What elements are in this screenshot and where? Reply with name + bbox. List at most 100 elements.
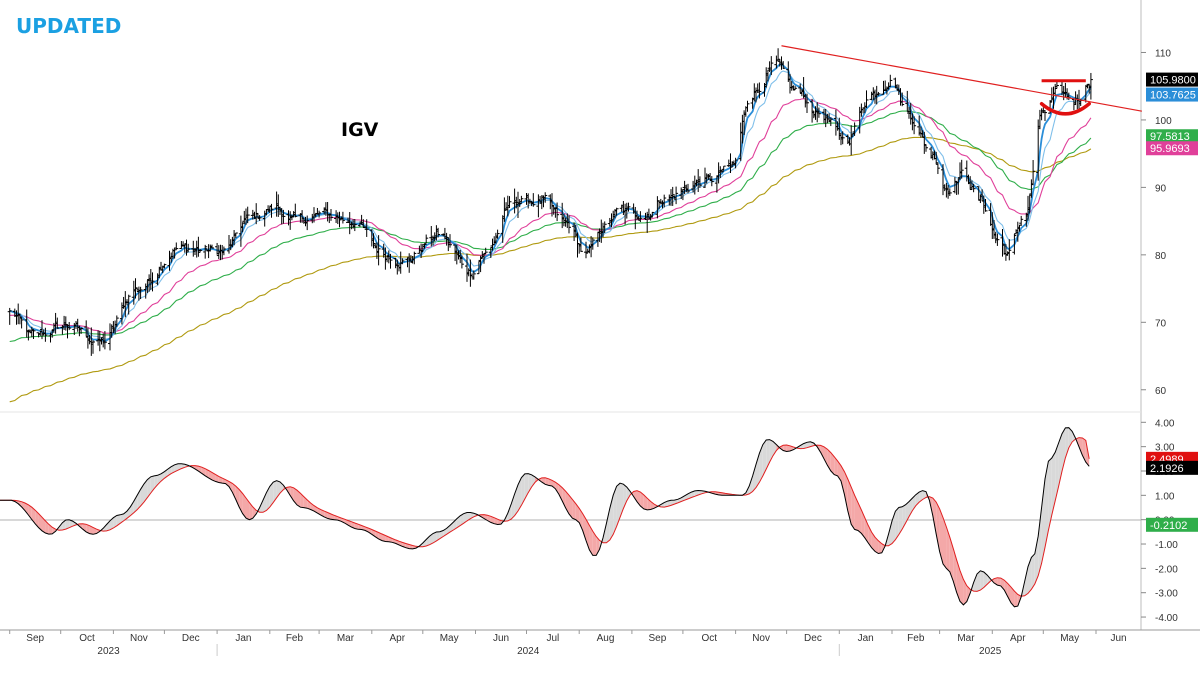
osc-tick-label: -1.00: [1155, 540, 1178, 551]
price-value-badge-bg: [1146, 72, 1198, 87]
oscillator-fill: [269, 482, 274, 508]
price-value-badge: 105.9800: [1146, 72, 1198, 87]
price-bar: [352, 218, 357, 232]
oscillator-fill: [827, 449, 831, 471]
oscillator-fill: [983, 571, 988, 588]
oscillator-fill: [844, 471, 848, 511]
oscillator-fill: [633, 490, 637, 502]
oscillator-fill: [235, 486, 240, 508]
price-bar: [126, 294, 131, 315]
month-label: Nov: [752, 633, 770, 644]
price-bar: [519, 195, 524, 203]
ma-line-4: [9, 136, 1092, 403]
oscillator-fill: [460, 513, 464, 526]
oscillator-fill: [354, 522, 359, 530]
price-bar: [769, 56, 774, 76]
oscillator-fill: [946, 527, 950, 572]
month-label: May: [1060, 633, 1079, 644]
price-bar: [436, 227, 441, 238]
price-bar: [840, 131, 845, 145]
oscillator-fill: [290, 486, 294, 501]
price-bar: [745, 100, 750, 112]
oscillator-fill: [548, 478, 552, 486]
oscillator-fill: [963, 579, 967, 605]
month-label: May: [440, 633, 459, 644]
price-bar: [531, 193, 536, 207]
oscillator-fill: [555, 482, 559, 495]
oscillator-fill: [1034, 536, 1039, 585]
price-bar: [210, 244, 214, 249]
price-bar: [293, 203, 298, 218]
month-label: Dec: [182, 633, 200, 644]
oscillator-fill: [749, 475, 753, 494]
oscillator-fill: [800, 443, 804, 449]
oscillator-fill: [643, 494, 648, 510]
year-label: 2023: [97, 646, 120, 657]
price-bar: [638, 211, 643, 223]
oscillator-fill: [266, 486, 270, 511]
osc-value-badge-bg: [1146, 460, 1198, 475]
price-bar: [1053, 83, 1058, 97]
price-bar: [198, 249, 203, 253]
oscillator-fill: [834, 456, 838, 476]
price-bar: [17, 313, 22, 325]
oscillator-fill: [592, 531, 597, 556]
price-value-badge-text: 105.9800: [1150, 75, 1196, 87]
price-value-badge-text: 95.9693: [1150, 143, 1190, 155]
oscillator-fill: [463, 512, 467, 524]
oscillator-fill: [127, 506, 131, 519]
oscillator-fill: [494, 517, 498, 525]
price-bar: [305, 215, 310, 231]
price-bar: [138, 286, 143, 300]
oscillator-fill: [854, 495, 858, 531]
oscillator-fill: [89, 525, 93, 535]
price-bar: [983, 198, 988, 212]
oscillator-fill: [195, 465, 199, 472]
price-bar: [912, 116, 917, 135]
month-label: Aug: [597, 633, 615, 644]
oscillator-fill: [572, 499, 576, 520]
oscillator-fill: [144, 479, 148, 503]
month-label: Feb: [907, 633, 925, 644]
osc-tick-label: -2.00: [1155, 564, 1178, 575]
price-bar: [221, 246, 226, 256]
oscillator-fill: [246, 497, 250, 520]
price-bar: [584, 241, 588, 259]
oscillator-fill: [943, 517, 947, 569]
price-bar: [517, 199, 522, 208]
price-tick-label: 70: [1155, 318, 1167, 329]
price-bar: [793, 85, 798, 91]
price-bar: [720, 169, 724, 173]
oscillator-fill: [69, 519, 73, 528]
price-bar: [849, 125, 854, 156]
oscillator-fill: [531, 474, 535, 487]
oscillator-fill: [232, 483, 236, 500]
oscillator-fill: [405, 543, 410, 549]
price-bar: [900, 92, 905, 107]
signal-line: [0, 437, 1090, 597]
oscillator-fill: [582, 513, 586, 541]
oscillator-fill: [239, 489, 243, 514]
price-bar: [257, 215, 262, 221]
ticker-label: IGV: [341, 119, 379, 141]
price-bar: [614, 207, 619, 216]
price-bar: [922, 131, 927, 154]
price-panel: [7, 45, 1143, 403]
price-bar: [721, 165, 726, 171]
oscillator-fill: [327, 512, 331, 520]
oscillator-fill: [620, 483, 624, 518]
oscillator-fill: [956, 559, 960, 602]
oscillator-fill: [783, 445, 787, 452]
oscillator-fill: [436, 531, 440, 541]
price-bar: [422, 243, 427, 249]
price-bar: [781, 61, 786, 69]
oscillator-fill: [518, 477, 522, 512]
oscillator-fill: [229, 481, 233, 493]
oscillator-fill: [86, 524, 90, 534]
price-bar: [67, 321, 72, 331]
month-label: Sep: [649, 633, 667, 644]
oscillator-fill: [21, 501, 25, 511]
oscillator-fill: [545, 477, 549, 486]
oscillator-fill: [25, 502, 29, 516]
